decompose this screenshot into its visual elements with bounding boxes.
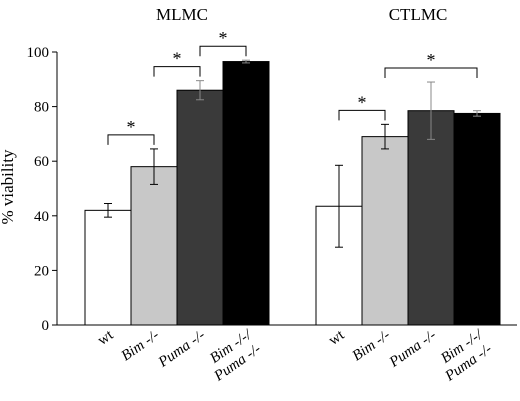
x-tick-label-ctlmc-3: Bim -/-/Puma -/-	[432, 326, 497, 385]
bar-ctlmc-2	[407, 110, 455, 326]
sig-star-ctlmc-0: *	[358, 92, 367, 112]
bar-mlmc-1	[130, 166, 178, 326]
y-tick-label-20: 20	[34, 263, 49, 279]
x-tick-label-mlmc-3: Bim -/-/Puma -/-	[201, 326, 266, 385]
significance-brackets: * * * * *	[107, 28, 478, 145]
y-tick-label-100: 100	[27, 45, 50, 61]
panel-title-ctlmc: CTLMC	[389, 5, 448, 24]
bar-mlmc-0	[84, 209, 132, 326]
sig-star-mlmc-0: *	[127, 117, 136, 137]
y-tick-label-60: 60	[34, 154, 49, 170]
x-tick-label-mlmc-2: Puma -/-	[155, 327, 208, 371]
x-tick-labels: wt Bim -/-Puma -/-Bim -/-/Puma -/-wt Bim -…	[95, 326, 497, 385]
x-tick-label-ctlmc-2: Puma -/-	[386, 327, 439, 371]
x-tick-label-line: Puma -/-	[386, 327, 439, 371]
x-tick-label-line: wt	[95, 327, 117, 349]
sig-bracket-mlmc-2	[199, 45, 247, 57]
bar-mlmc-3	[222, 61, 270, 326]
bar-mlmc-2	[176, 89, 224, 326]
panel-title-mlmc: MLMC	[156, 5, 208, 24]
error-bars	[104, 59, 481, 248]
sig-star-mlmc-1: *	[173, 49, 182, 69]
y-tick-label-0: 0	[42, 318, 50, 334]
y-tick-label-40: 40	[34, 209, 49, 225]
x-tick-label-ctlmc-0: wt	[326, 327, 348, 349]
bars	[84, 61, 501, 326]
x-tick-label-mlmc-0: wt	[95, 327, 117, 349]
x-tick-label-line: Puma -/-	[155, 327, 208, 371]
sig-bracket-ctlmc-0	[338, 109, 386, 121]
x-tick-label-line: wt	[326, 327, 348, 349]
bar-ctlmc-3	[453, 112, 501, 326]
sig-bracket-ctlmc-1	[384, 67, 478, 79]
sig-bracket-mlmc-1	[153, 66, 201, 77]
sig-star-mlmc-2: *	[219, 28, 228, 48]
y-axis-label: % viability	[0, 149, 17, 225]
bar-ctlmc-1	[361, 136, 409, 326]
y-tick-label-80: 80	[34, 100, 49, 116]
sig-bracket-mlmc-0	[107, 134, 155, 145]
sig-star-ctlmc-1: *	[427, 50, 436, 70]
